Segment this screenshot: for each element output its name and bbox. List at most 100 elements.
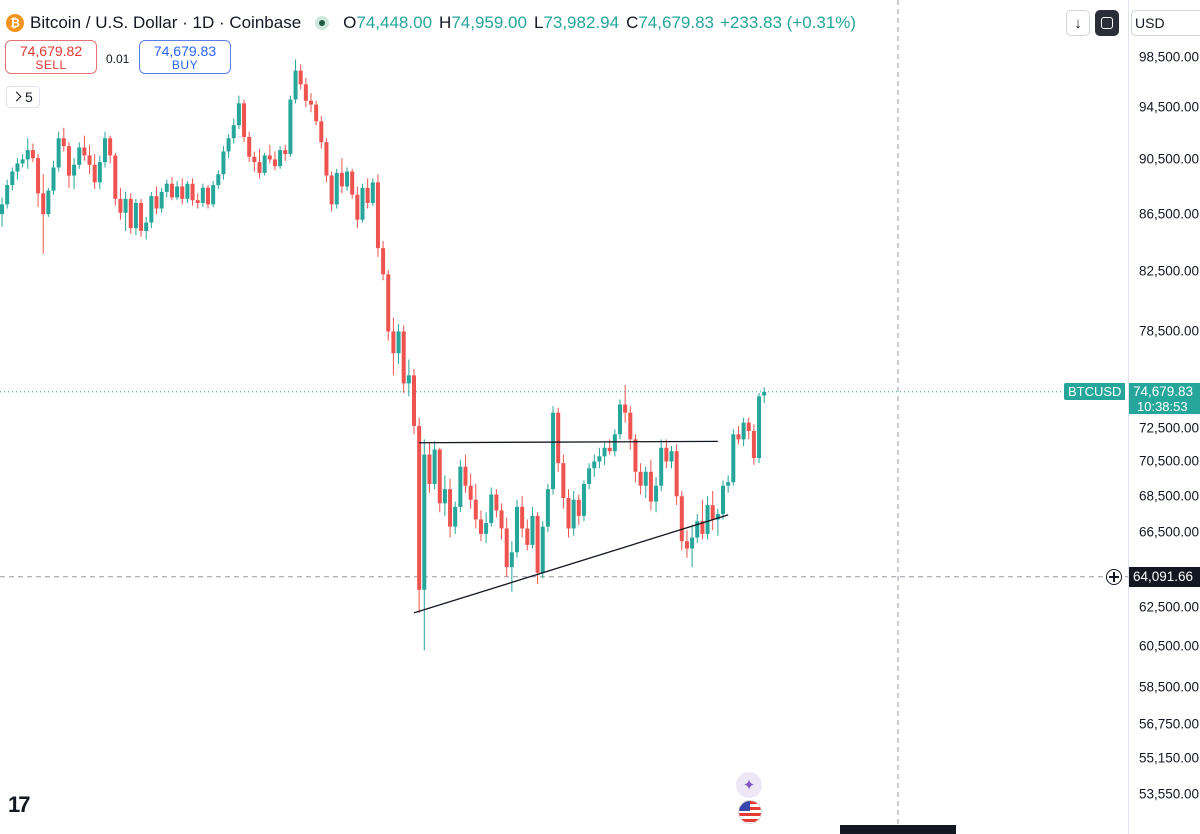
candle — [195, 193, 200, 209]
rounded-square-icon[interactable] — [1095, 10, 1119, 36]
candle-body — [36, 158, 41, 194]
candle — [664, 439, 669, 469]
candle — [746, 417, 751, 440]
price-chart[interactable] — [0, 0, 1128, 834]
candle — [551, 406, 556, 495]
candle — [494, 489, 499, 518]
candle — [164, 179, 169, 198]
candle — [478, 510, 483, 542]
candle-body — [103, 138, 107, 163]
candle-body — [298, 70, 303, 85]
candle-body — [97, 162, 102, 183]
candle — [169, 176, 174, 201]
candle-body — [597, 456, 602, 462]
candle — [520, 496, 525, 538]
candle-body — [422, 454, 427, 590]
candle-body — [628, 412, 633, 440]
candle — [82, 135, 87, 161]
candle — [509, 541, 514, 592]
sparkle-icon[interactable]: ✦ — [736, 772, 762, 798]
add-alert-icon[interactable] — [1103, 567, 1125, 587]
candle — [741, 417, 746, 447]
price-tick-label: 53,550.00 — [1138, 786, 1199, 802]
price-tick-label: 82,500.00 — [1138, 263, 1199, 279]
candle — [298, 64, 303, 90]
symbol-header[interactable]: ₿ Bitcoin / U.S. Dollar · 1D · Coinbase … — [6, 10, 856, 36]
candle — [0, 197, 4, 227]
tradingview-logo[interactable]: 17 — [8, 792, 31, 817]
candle-body — [41, 193, 46, 215]
candle-body — [288, 99, 293, 155]
candle — [303, 78, 308, 108]
candle-body — [453, 506, 458, 527]
price-axis[interactable]: 98,500.00 94,500.00 90,500.00 86,500.00 82,5… — [1128, 0, 1200, 834]
price-tick-label: 68,500.00 — [1138, 488, 1199, 504]
candle — [442, 475, 447, 516]
candle-body — [556, 412, 561, 464]
candle — [638, 463, 643, 495]
candle — [5, 179, 10, 209]
candle — [360, 183, 365, 223]
candle-body — [633, 439, 638, 472]
candle-body — [144, 222, 149, 231]
candle — [504, 517, 509, 577]
candle-body — [159, 191, 164, 209]
us-flag-icon[interactable] — [738, 800, 762, 824]
candle-body — [87, 155, 92, 165]
candle-body — [272, 159, 277, 167]
candle — [700, 499, 705, 540]
sell-price: 74,679.82 — [19, 43, 83, 59]
candle — [674, 444, 679, 506]
indicator-toggle-button[interactable]: 5 — [6, 86, 40, 108]
price-tick-label: 60,500.00 — [1138, 638, 1199, 654]
price-tick-label: 58,500.00 — [1138, 679, 1199, 695]
candle-body — [206, 187, 210, 205]
candle — [448, 478, 453, 538]
candle-body — [401, 331, 406, 384]
arrow-down-icon[interactable]: ↓ — [1066, 10, 1090, 36]
candle-body — [478, 519, 483, 534]
candle — [66, 142, 71, 188]
candle-body — [365, 187, 370, 203]
price-tick-label: 86,500.00 — [1138, 206, 1199, 222]
candle — [643, 466, 648, 499]
candle-body — [339, 172, 344, 187]
candle-body — [200, 187, 205, 203]
candle-body — [509, 552, 514, 568]
candle-body — [242, 103, 247, 137]
sell-button[interactable]: 74,679.82 SELL — [5, 40, 97, 74]
candle — [139, 198, 144, 237]
candle — [623, 385, 628, 423]
candle — [705, 496, 710, 540]
trendline-resistance — [419, 440, 718, 444]
candle — [576, 494, 581, 525]
price-tick-label: 66,500.00 — [1138, 524, 1199, 540]
candle — [736, 425, 741, 445]
ohlc-open: O74,448.00 — [343, 13, 433, 32]
candle-body — [381, 248, 386, 275]
candle — [468, 473, 473, 509]
price-tick-label: 78,500.00 — [1138, 323, 1199, 339]
candle-body — [92, 164, 97, 183]
candle-body — [350, 171, 355, 195]
price-change: +233.83 (+0.31%) — [719, 13, 857, 32]
candle-body — [674, 451, 679, 497]
buy-button[interactable]: 74,679.83 BUY — [139, 40, 231, 74]
candle — [401, 325, 406, 394]
trendline-support — [413, 514, 729, 614]
candle-body — [648, 471, 653, 502]
candle — [437, 447, 442, 513]
candle-body — [638, 471, 643, 486]
candle-body — [190, 183, 195, 201]
market-status-icon[interactable] — [315, 16, 330, 30]
candle-body — [221, 151, 226, 175]
candle-body — [123, 198, 128, 213]
candle-body — [226, 138, 231, 152]
currency-selector[interactable]: USD — [1131, 10, 1200, 36]
price-tick-label: 94,500.00 — [1138, 99, 1199, 115]
candle — [324, 138, 329, 183]
symbol-title[interactable]: Bitcoin / U.S. Dollar · 1D · Coinbase — [30, 13, 302, 32]
candle — [272, 151, 277, 171]
indicator-count: 5 — [25, 89, 33, 105]
candle — [458, 459, 463, 513]
